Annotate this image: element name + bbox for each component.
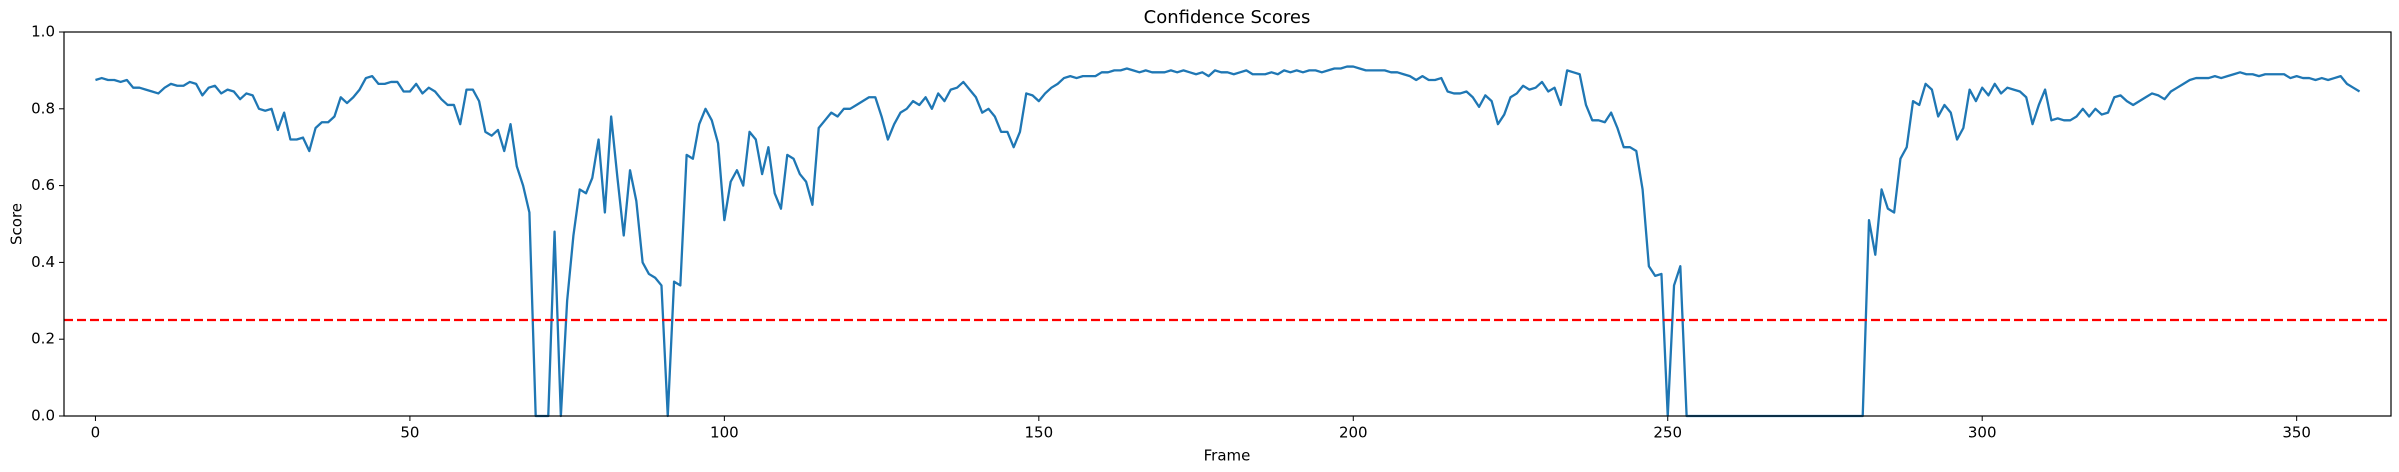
- x-tick-label: 100: [710, 424, 739, 442]
- x-tick-label: 150: [1025, 424, 1054, 442]
- x-tick-label: 200: [1339, 424, 1368, 442]
- x-tick-label: 50: [400, 424, 419, 442]
- x-tick-label: 250: [1653, 424, 1682, 442]
- x-axis-label: Frame: [1204, 447, 1251, 465]
- plot-frame: [63, 31, 2392, 417]
- y-tick-label: 0.8: [31, 99, 55, 117]
- y-tick-label: 0.4: [31, 253, 55, 271]
- x-tick-label: 0: [91, 424, 101, 442]
- y-tick-label: 0.0: [31, 407, 55, 425]
- chart-title: Confidence Scores: [1144, 7, 1311, 28]
- y-tick-label: 0.2: [31, 330, 55, 348]
- y-tick-label: 0.6: [31, 176, 55, 194]
- x-tick-label: 300: [1968, 424, 1997, 442]
- y-tick-label: 1.0: [31, 23, 55, 41]
- y-axis-label: Score: [8, 203, 26, 245]
- x-tick-label: 350: [2282, 424, 2311, 442]
- series-line: [95, 65, 2361, 418]
